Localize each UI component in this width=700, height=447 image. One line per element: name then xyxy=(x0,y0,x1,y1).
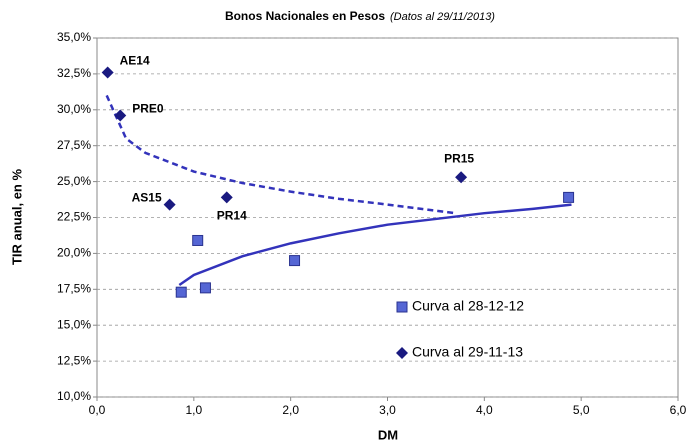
point-label: AS15 xyxy=(132,191,162,205)
point xyxy=(455,171,468,184)
point xyxy=(114,109,127,122)
trend-line xyxy=(178,203,572,287)
chart-subtitle: (Datos al 29/11/2013) xyxy=(390,11,495,23)
y-tick-label: 25,0% xyxy=(57,174,91,188)
y-tick-label: 10,0% xyxy=(57,389,91,403)
point xyxy=(289,255,301,267)
x-axis-label: DM xyxy=(378,427,398,442)
x-tick-label: 1,0 xyxy=(185,403,202,417)
point xyxy=(101,66,114,79)
x-tick-label: 4,0 xyxy=(476,403,493,417)
y-tick-label: 35,0% xyxy=(57,30,91,44)
point xyxy=(563,191,575,203)
y-tick-label: 15,0% xyxy=(57,317,91,331)
y-axis-label: TIR anual, en % xyxy=(9,169,24,266)
legend-marker xyxy=(396,347,408,359)
legend-marker xyxy=(396,301,408,313)
y-tick-label: 27,5% xyxy=(57,138,91,152)
legend-label: Curva al 29-11-13 xyxy=(412,344,523,360)
y-tick-label: 32,5% xyxy=(57,66,91,80)
point-label: PRE0 xyxy=(132,102,164,116)
trend-line xyxy=(105,94,456,215)
legend-label: Curva al 28-12-12 xyxy=(412,298,524,314)
x-tick-label: 2,0 xyxy=(282,403,299,417)
y-tick-label: 20,0% xyxy=(57,246,91,260)
point xyxy=(192,234,204,246)
point xyxy=(163,198,176,211)
y-tick-label: 17,5% xyxy=(57,281,91,295)
point-label: PR15 xyxy=(444,151,474,165)
x-tick-label: 5,0 xyxy=(573,403,590,417)
y-tick-label: 22,5% xyxy=(57,210,91,224)
point xyxy=(199,282,211,294)
point xyxy=(175,286,187,298)
x-tick-label: 0,0 xyxy=(89,403,106,417)
x-tick-label: 3,0 xyxy=(379,403,396,417)
y-tick-label: 30,0% xyxy=(57,102,91,116)
x-tick-label: 6,0 xyxy=(670,403,687,417)
chart-title: Bonos Nacionales en Pesos xyxy=(225,9,385,23)
point-label: PR14 xyxy=(217,209,247,223)
y-tick-label: 12,5% xyxy=(57,353,91,367)
point xyxy=(220,191,233,204)
point-label: AE14 xyxy=(120,54,150,68)
